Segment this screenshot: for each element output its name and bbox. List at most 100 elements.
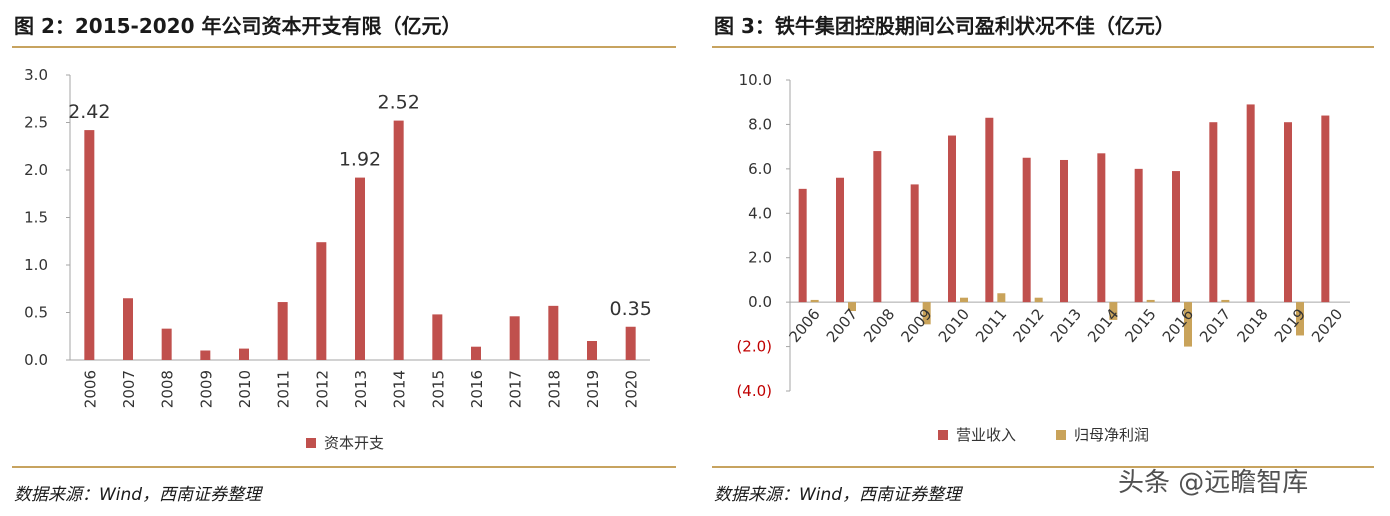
capex-bar xyxy=(239,348,249,360)
y-tick-label: 1.5 xyxy=(24,209,48,227)
net-profit-bar xyxy=(922,302,931,325)
y-tick-label: 2.0 xyxy=(748,249,772,267)
x-tick-label: 2011 xyxy=(972,305,1010,346)
capex-bar xyxy=(471,346,481,360)
net-profit-bar xyxy=(1296,302,1304,336)
x-tick-label: 2020 xyxy=(623,370,641,408)
capex-bar xyxy=(161,328,172,360)
capex-bar xyxy=(548,305,559,360)
legend-label: 归母净利润 xyxy=(1074,426,1149,444)
y-tick-label: 3.0 xyxy=(24,66,48,84)
y-tick-label: 6.0 xyxy=(748,160,772,178)
capex-bar xyxy=(509,316,520,360)
x-tick-label: 2019 xyxy=(584,370,602,408)
revenue-bar xyxy=(1321,115,1330,303)
revenue-bar xyxy=(1246,104,1255,303)
revenue-bar xyxy=(1134,168,1143,303)
capex-bar xyxy=(587,341,597,360)
y-tick-label: 4.0 xyxy=(748,204,772,222)
x-tick-label: 2012 xyxy=(1009,305,1047,346)
x-tick-label: 2006 xyxy=(785,305,823,346)
revenue-bar xyxy=(1097,153,1106,303)
x-tick-label: 2006 xyxy=(81,370,99,408)
y-tick-label: 2.0 xyxy=(24,161,48,179)
x-tick-label: 2008 xyxy=(860,305,898,346)
title-rule xyxy=(712,46,1374,48)
data-label: 1.92 xyxy=(339,149,381,171)
legend-swatch xyxy=(1056,430,1066,440)
revenue-bar xyxy=(910,184,919,303)
x-tick-label: 2014 xyxy=(391,370,409,408)
x-tick-label: 2009 xyxy=(197,370,215,408)
x-tick-label: 2018 xyxy=(545,370,563,408)
revenue-bar xyxy=(1022,157,1031,303)
capex-bar xyxy=(355,177,365,360)
net-profit-bar xyxy=(1184,302,1192,347)
figure-title: 图 3：铁牛集团控股期间公司盈利状况不佳（亿元） xyxy=(714,14,1175,38)
capex-bar xyxy=(200,350,211,360)
data-label: 0.35 xyxy=(610,298,652,320)
y-tick-label: 0.0 xyxy=(748,293,772,311)
capex-bar-chart: 0.0 0.5 1.0 1.5 2.0 2.5 3.0 2006 2007 2008 2009 201… xyxy=(24,66,652,452)
net-profit-bar xyxy=(810,299,819,303)
x-tick-label: 2017 xyxy=(1196,305,1234,346)
revenue-bar xyxy=(1209,122,1218,303)
watermark-text: 头条 @远瞻智库 xyxy=(1118,468,1309,498)
x-tick-label: 2010 xyxy=(236,370,254,408)
title-rule xyxy=(12,46,676,48)
revenue-bar xyxy=(873,151,882,303)
net-profit-bar xyxy=(848,302,856,312)
capex-bar xyxy=(625,326,636,360)
y-tick-label: 0.0 xyxy=(24,351,48,369)
revenue-bar xyxy=(948,135,956,303)
x-tick-label: 2013 xyxy=(1047,305,1085,346)
x-tick-label: 2010 xyxy=(935,305,973,346)
source-note: 数据来源：Wind，西南证券整理 xyxy=(14,485,262,505)
legend-label: 资本开支 xyxy=(324,434,384,452)
figure-title: 图 2：2015-2020 年公司资本开支有限（亿元） xyxy=(14,14,462,38)
y-tick-label: 8.0 xyxy=(748,115,772,133)
data-label: 2.42 xyxy=(68,101,110,123)
y-tick-label: 1.0 xyxy=(24,256,48,274)
x-tick-label: 2011 xyxy=(275,370,293,408)
x-tick-label: 2007 xyxy=(823,305,861,346)
source-rule xyxy=(12,466,676,468)
net-profit-bar xyxy=(997,293,1006,303)
y-tick-label: 0.5 xyxy=(24,304,48,322)
net-profit-bar xyxy=(1221,299,1230,303)
capex-bar xyxy=(277,302,288,360)
x-tick-label: 2015 xyxy=(1121,305,1159,346)
capex-figure-panel: 图 2：2015-2020 年公司资本开支有限（亿元） 0.0 0.5 1.0 1.5… xyxy=(0,0,690,516)
x-tick-label: 2007 xyxy=(120,370,138,408)
x-tick-label: 2008 xyxy=(159,370,177,408)
net-profit-bar xyxy=(1034,297,1043,303)
revenue-bar xyxy=(1060,159,1068,303)
source-note: 数据来源：Wind，西南证券整理 xyxy=(714,485,962,505)
x-tick-label: 2013 xyxy=(352,370,370,408)
revenue-profit-bar-chart: (4.0) (2.0) 0.0 2.0 4.0 6.0 8.0 10.0 20062007200… xyxy=(736,71,1350,444)
revenue-bar xyxy=(1284,122,1292,303)
revenue-bar xyxy=(985,117,994,303)
y-tick-label: 10.0 xyxy=(739,71,772,89)
x-tick-label: 2017 xyxy=(507,370,525,408)
x-tick-label: 2016 xyxy=(468,370,486,408)
y-tick-label: 2.5 xyxy=(24,114,48,132)
y-tick-label: (4.0) xyxy=(736,382,772,400)
capex-bar xyxy=(393,120,404,360)
net-profit-bar xyxy=(1109,302,1118,320)
capex-bar xyxy=(84,130,95,360)
source-rule xyxy=(712,466,1374,468)
revenue-bar xyxy=(798,188,807,303)
data-label: 2.52 xyxy=(378,92,420,114)
legend-swatch xyxy=(938,430,948,440)
profit-figure-panel: 图 3：铁牛集团控股期间公司盈利状况不佳（亿元） (4.0) (2.0) 0.0 2.… xyxy=(700,0,1390,516)
x-tick-label: 2012 xyxy=(313,370,331,408)
revenue-bar xyxy=(1172,171,1180,303)
x-tick-label: 2020 xyxy=(1308,305,1346,346)
legend-swatch xyxy=(306,438,316,448)
capex-bar xyxy=(432,314,443,360)
legend-label: 营业收入 xyxy=(956,426,1016,444)
x-tick-label: 2018 xyxy=(1233,305,1271,346)
net-profit-bar xyxy=(960,297,968,303)
capex-bar xyxy=(123,298,133,360)
